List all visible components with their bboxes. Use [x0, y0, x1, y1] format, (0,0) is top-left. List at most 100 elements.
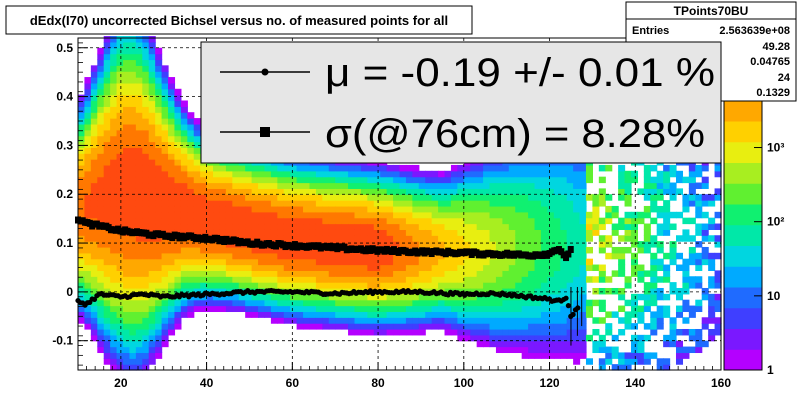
heatmap-cell: [97, 323, 105, 330]
heatmap-cell: [573, 164, 581, 172]
heatmap-cell: [200, 229, 208, 236]
heatmap-cell: [457, 205, 465, 213]
heatmap-cell: [585, 264, 593, 271]
stats-value-4: 0.1329: [756, 87, 790, 99]
heatmap-cell: [103, 200, 111, 207]
heatmap-cell: [168, 200, 176, 207]
heatmap-cell: [560, 188, 568, 195]
heatmap-cell: [457, 200, 465, 207]
heatmap-cell: [277, 200, 285, 207]
heatmap-cell: [142, 241, 150, 248]
heatmap-cell: [328, 182, 336, 189]
stats-entries-label: Entries: [632, 25, 669, 37]
heatmap-cell: [579, 323, 587, 330]
heatmap-cell: [573, 352, 581, 359]
heatmap-cell: [180, 176, 188, 184]
heatmap-cell: [283, 182, 291, 189]
heatmap-cell: [258, 182, 266, 189]
heatmap-cell: [585, 299, 593, 307]
heatmap-cell: [155, 188, 163, 195]
heatmap-cell: [142, 123, 150, 131]
heatmap-cell: [277, 182, 285, 189]
heatmap-cell: [90, 123, 98, 131]
heatmap-cell: [637, 293, 645, 301]
heatmap-cell: [560, 258, 568, 266]
heatmap-cell: [103, 59, 111, 66]
heatmap-cell: [380, 264, 388, 271]
heatmap-cell: [129, 252, 137, 260]
heatmap-cell: [303, 164, 311, 172]
heatmap-cell: [528, 287, 536, 295]
y-tick-label: 0.3: [56, 138, 73, 152]
heatmap-cell: [399, 264, 407, 271]
heatmap-cell: [348, 164, 356, 172]
heatmap-cell: [585, 334, 593, 342]
heatmap-cell: [585, 223, 593, 230]
heatmap-cell: [303, 311, 311, 318]
heatmap-cell: [418, 328, 426, 336]
heatmap-cell: [367, 205, 375, 213]
heatmap-cell: [573, 223, 581, 230]
heatmap-cell: [296, 293, 304, 301]
heatmap-cell: [650, 293, 658, 301]
heatmap-cell: [579, 223, 587, 230]
heatmap-cell: [444, 229, 452, 236]
heatmap-cell: [309, 293, 317, 301]
heatmap-cell: [270, 246, 278, 254]
heatmap-cell: [585, 164, 593, 172]
heatmap-cell: [135, 211, 143, 219]
heatmap-cell: [213, 188, 221, 195]
heatmap-cell: [135, 123, 143, 131]
legend: μ = -0.19 +/- 0.01 % σ(@76cm) = 8.28%: [200, 41, 722, 164]
heatmap-cell: [630, 340, 639, 348]
heatmap-cell: [219, 252, 227, 260]
heatmap-cell: [425, 229, 433, 236]
heatmap-cell: [123, 217, 131, 225]
heatmap-cell: [180, 246, 188, 254]
heatmap-cell: [367, 323, 375, 330]
heatmap-cell: [624, 229, 632, 236]
heatmap-cell: [180, 123, 188, 131]
heatmap-cell: [425, 211, 433, 219]
heatmap-cell: [547, 258, 555, 266]
heatmap-cell: [360, 176, 368, 184]
heatmap-cell: [618, 352, 626, 359]
heatmap-cell: [219, 229, 227, 236]
heatmap-cell: [450, 299, 458, 307]
heatmap-cell: [193, 282, 201, 289]
heatmap-cell: [135, 270, 143, 277]
heatmap-cell: [682, 270, 690, 277]
heatmap-cell: [579, 311, 587, 318]
heatmap-cell: [328, 188, 336, 195]
heatmap-cell: [341, 270, 349, 277]
heatmap-cell: [251, 311, 259, 318]
heatmap-cell: [309, 223, 317, 230]
heatmap-cell: [695, 258, 703, 266]
heatmap-cell: [232, 200, 240, 207]
heatmap-cell: [688, 328, 696, 336]
heatmap-cell: [219, 246, 227, 254]
heatmap-cell: [290, 200, 298, 207]
heatmap-cell: [290, 258, 298, 266]
heatmap-cell: [495, 164, 503, 172]
heatmap-cell: [142, 170, 150, 178]
heatmap-cell: [155, 264, 163, 271]
heatmap-cell: [367, 182, 375, 189]
heatmap-cell: [650, 282, 658, 289]
heatmap-cell: [425, 264, 433, 271]
heatmap-cell: [341, 200, 349, 207]
heatmap-cell: [187, 282, 195, 289]
heatmap-cell: [168, 317, 176, 324]
heatmap-cell: [425, 317, 433, 324]
heatmap-cell: [84, 170, 92, 178]
heatmap-cell: [605, 328, 613, 336]
heatmap-cell: [135, 328, 143, 336]
heatmap-cell: [508, 200, 516, 207]
heatmap-cell: [360, 223, 368, 230]
heatmap-cell: [579, 299, 587, 307]
heatmap-cell: [573, 170, 581, 178]
heatmap-cell: [515, 211, 523, 219]
heatmap-cell: [116, 317, 124, 324]
heatmap-cell: [193, 270, 201, 277]
heatmap-cell: [540, 217, 548, 225]
